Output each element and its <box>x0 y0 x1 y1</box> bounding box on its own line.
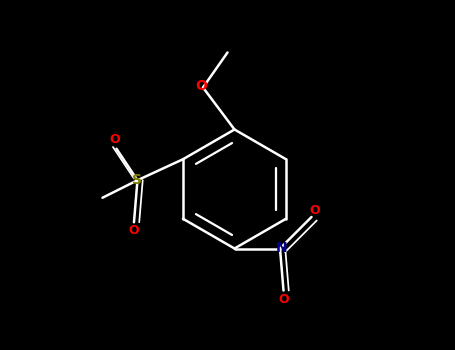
Text: S: S <box>132 173 142 187</box>
Text: N: N <box>276 241 288 255</box>
Text: O: O <box>278 293 289 306</box>
Text: O: O <box>129 224 139 238</box>
Text: O: O <box>310 203 320 217</box>
Text: O: O <box>195 79 207 93</box>
Text: O: O <box>109 133 120 147</box>
